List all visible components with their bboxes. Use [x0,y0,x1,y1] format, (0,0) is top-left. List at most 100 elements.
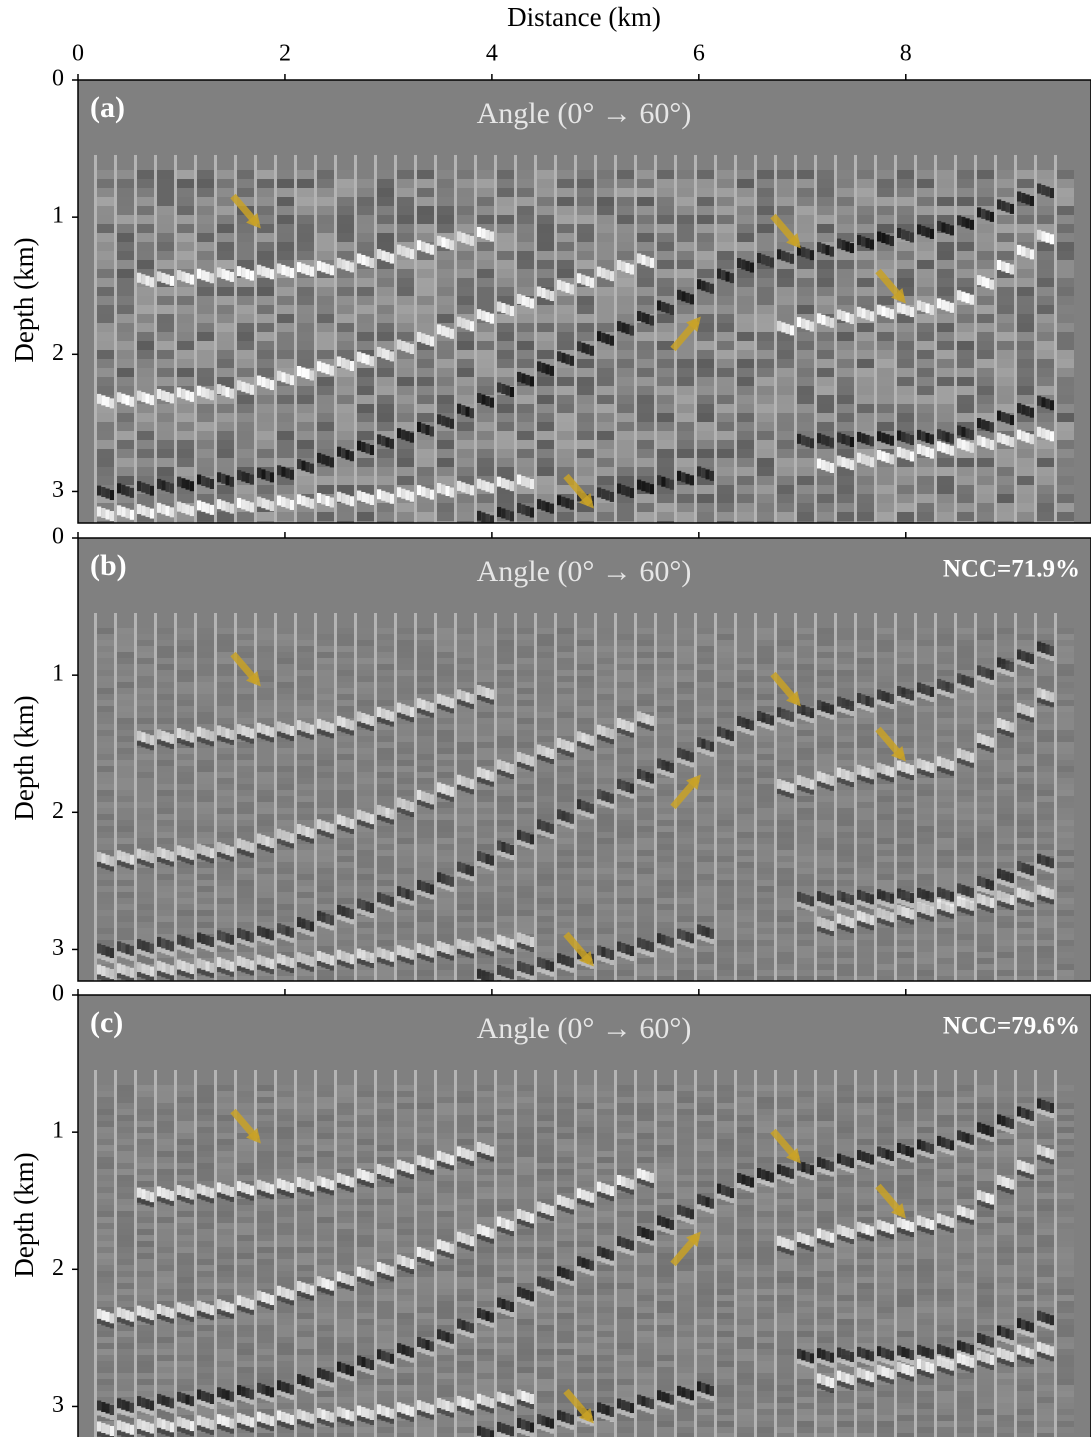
texture [797,215,814,224]
texture [517,862,534,868]
reflector-side [381,958,386,964]
reflector [261,498,266,509]
reflector-side [341,961,346,967]
texture [397,377,414,386]
texture [557,664,574,670]
texture [137,868,154,874]
texture [417,646,434,652]
texture [897,224,914,233]
reflector [269,727,274,738]
texture [257,976,274,981]
texture [177,314,194,323]
reflector [121,964,126,975]
texture [1017,179,1034,188]
texture [517,458,534,467]
texture [457,296,474,305]
texture [437,832,454,838]
texture [497,377,514,386]
texture [337,934,354,940]
reflector [189,849,194,860]
texture [557,946,574,952]
texture [257,706,274,712]
texture [657,503,674,512]
texture [217,197,234,206]
texture [477,350,494,359]
texture [537,700,554,706]
reflector [285,831,290,842]
texture [737,404,754,413]
trace-separator [334,613,337,981]
reflector [137,730,142,741]
texture [757,332,774,341]
reflector [401,704,406,715]
texture [297,718,314,724]
texture [837,485,854,494]
texture [937,323,954,332]
texture [137,892,154,898]
texture [97,712,114,718]
texture [237,898,254,904]
reflector [297,494,302,505]
texture [157,233,174,242]
texture [317,485,334,494]
texture [537,742,554,748]
reflector [497,964,502,975]
reflector [557,351,562,362]
reflector [529,756,534,767]
reflector [361,900,366,911]
reflector [941,442,946,453]
texture [277,314,294,323]
texture [237,179,254,188]
texture [477,682,494,688]
texture [197,898,214,904]
texture [297,778,314,784]
texture [117,278,134,287]
texture [377,305,394,314]
texture [477,928,494,934]
texture [497,778,514,784]
texture [217,706,234,712]
texture [577,440,594,449]
reflector [117,392,122,403]
texture [277,646,294,652]
texture [657,467,674,476]
texture [257,449,274,458]
reflector [385,349,390,360]
texture [157,251,174,260]
texture [917,485,934,494]
texture [157,700,174,706]
reflector-side [529,947,534,953]
reflector [877,231,882,242]
texture [157,449,174,458]
texture [937,512,954,521]
reflector [445,238,450,249]
reflector [897,302,902,313]
texture [477,796,494,802]
texture [197,485,214,494]
texture [217,170,234,179]
reflector [505,304,510,315]
reflector [165,505,170,516]
texture [637,467,654,476]
texture [417,323,434,332]
reflector [501,936,506,947]
reflector [277,495,282,506]
reflector [129,396,134,407]
texture [957,386,974,395]
reflector [401,246,406,257]
texture [177,359,194,368]
reflector-side [189,742,194,748]
texture [497,458,514,467]
texture [457,646,474,652]
reflector [381,435,386,446]
reflector-side [129,977,134,981]
reflector [457,231,462,242]
texture [317,449,334,458]
texture [717,449,734,458]
texture [117,188,134,197]
texture [497,251,514,260]
reflector [417,789,422,800]
texture [837,503,854,512]
texture [297,802,314,808]
texture [857,503,874,512]
